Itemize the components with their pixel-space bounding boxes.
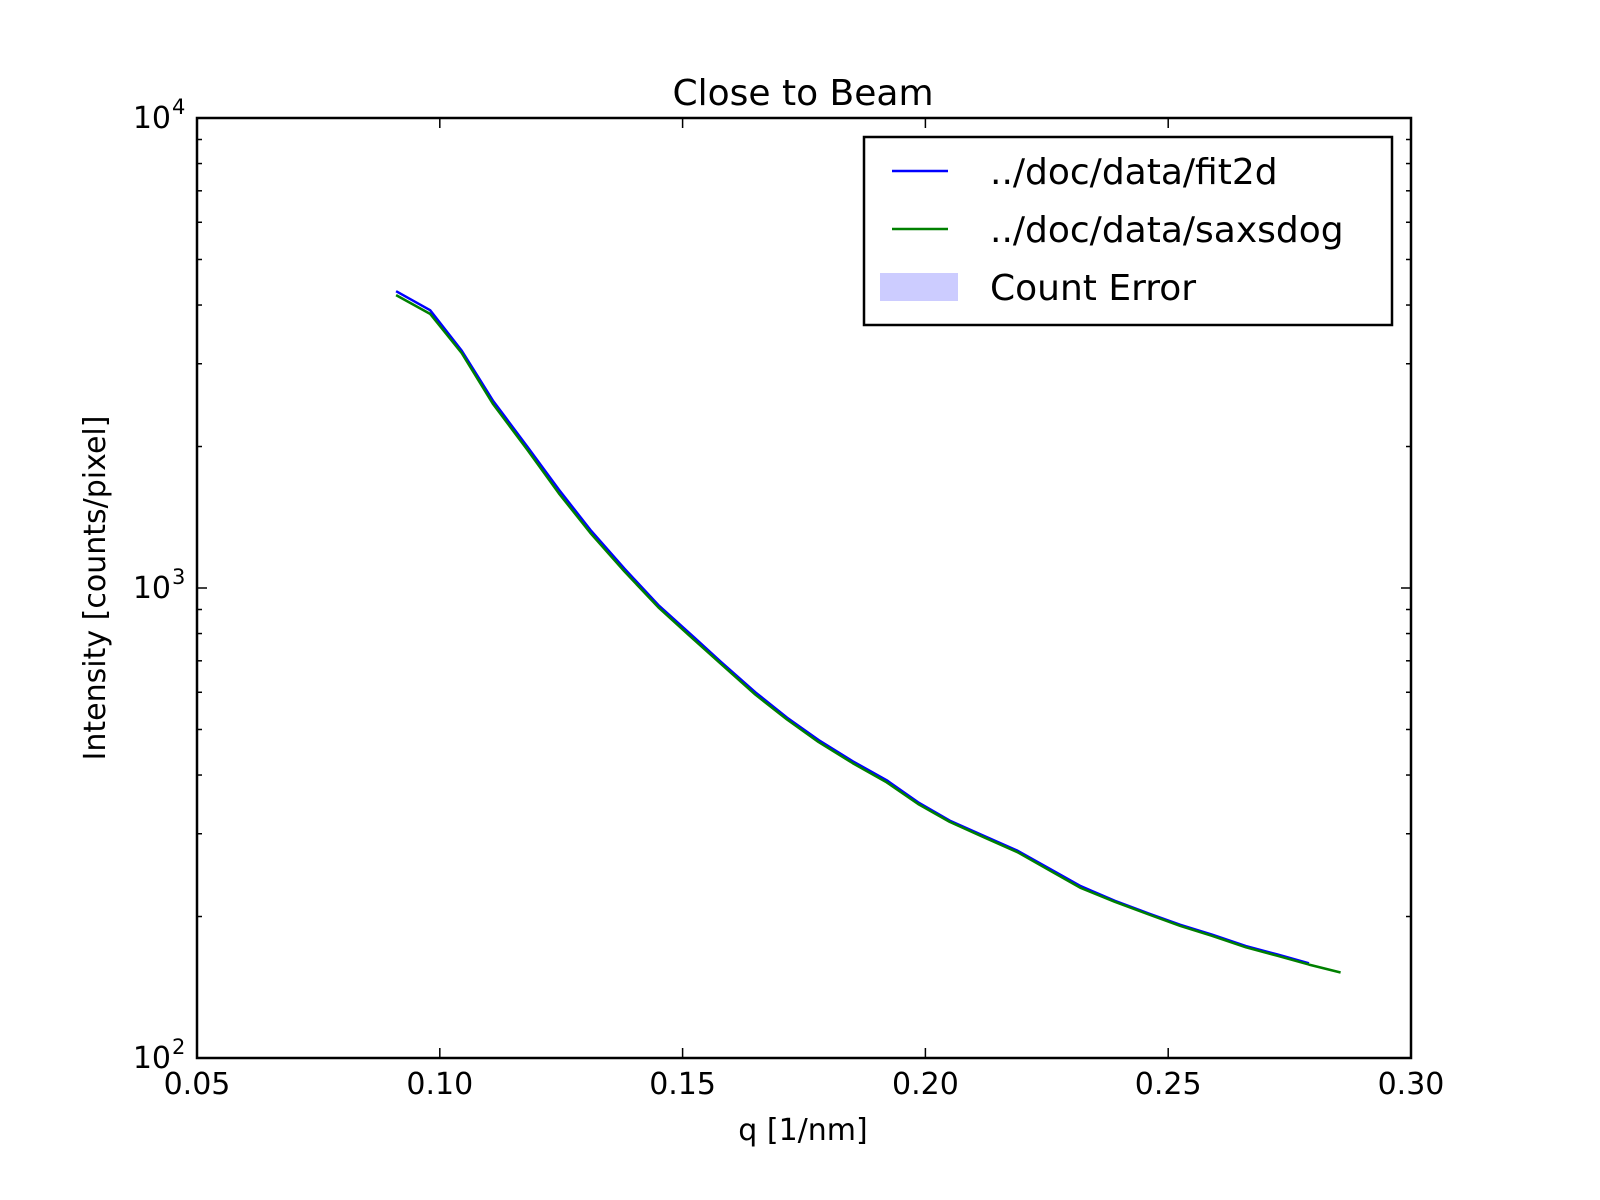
x-tick-label: 0.25 [1135, 1067, 1202, 1102]
y-tick-label: 10 2 [133, 1035, 186, 1076]
y-tick-label: 10 3 [133, 565, 186, 606]
y-tick-label-exponent: 4 [172, 95, 185, 119]
y-tick-label-base: 10 [133, 571, 171, 606]
y-tick-label-base: 10 [133, 101, 171, 136]
legend: ../doc/data/fit2d ../doc/data/saxsdog Coun… [862, 135, 1394, 327]
legend-entry-0: ../doc/data/fit2d [892, 152, 1278, 193]
y-tick-label-exponent: 2 [172, 1035, 185, 1059]
legend-entry-1: ../doc/data/saxsdog [892, 210, 1344, 251]
x-axis-title: q [1/nm] [738, 1113, 867, 1148]
series-layer [395, 290, 1341, 974]
y-tick-label-exponent: 3 [172, 565, 185, 589]
legend-entry-2: Count Error [880, 268, 1196, 309]
series-line-1 [395, 294, 1341, 974]
legend-entries: ../doc/data/fit2d ../doc/data/saxsdog Coun… [880, 152, 1344, 309]
legend-label: Count Error [990, 268, 1196, 309]
y-tick-label: 10 4 [133, 95, 186, 136]
chart-title: Close to Beam [672, 73, 933, 114]
x-tick-label: 0.05 [164, 1067, 231, 1102]
x-tick-labels: 0.05 0.10 0.15 0.20 0.25 0.30 [164, 1067, 1445, 1102]
legend-swatch-patch [880, 273, 958, 301]
legend-label: ../doc/data/fit2d [990, 152, 1278, 193]
x-tick-label: 0.15 [649, 1067, 716, 1102]
plot-frame [195, 116, 1413, 1060]
x-tick-label: 0.30 [1378, 1067, 1445, 1102]
legend-label: ../doc/data/saxsdog [990, 210, 1344, 251]
y-axis-title: Intensity [counts/pixel] [78, 416, 113, 761]
x-tick-label: 0.20 [892, 1067, 959, 1102]
tick-layer [196, 117, 1412, 1059]
x-tick-label: 0.10 [406, 1067, 473, 1102]
y-tick-label-base: 10 [133, 1041, 171, 1076]
